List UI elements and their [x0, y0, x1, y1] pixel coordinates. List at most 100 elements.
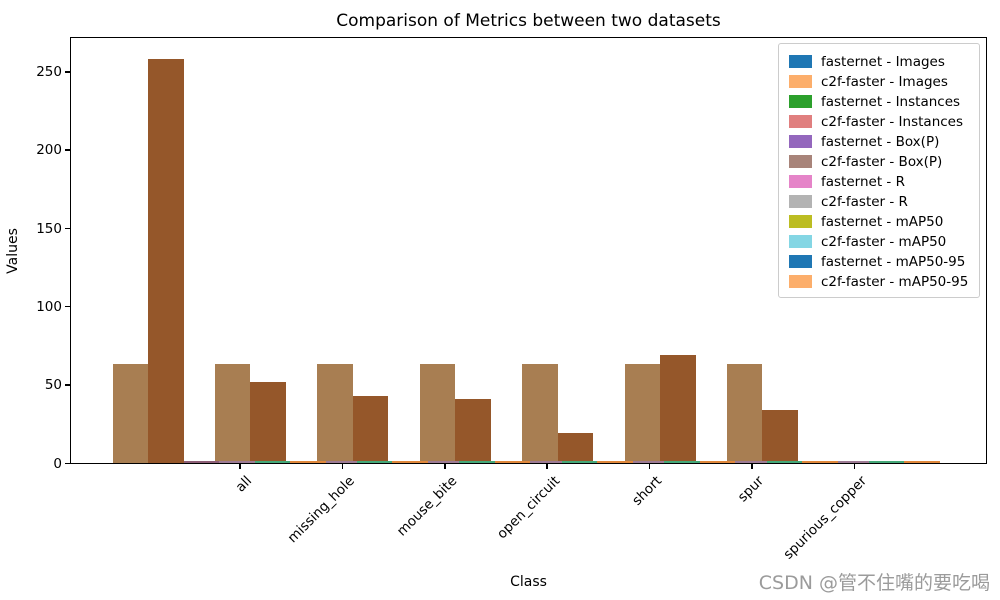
x-tick-label-all: all [233, 473, 256, 496]
bar-instances-open_circuit[interactable] [455, 398, 491, 463]
y-tick-label: 0 [53, 455, 62, 472]
chart-title: Comparison of Metrics between two datase… [336, 11, 721, 31]
bar-map50-spurious_copper[interactable] [868, 461, 905, 463]
legend: fasternet - Images c2f-faster - Images fas… [778, 43, 980, 298]
legend-item-label: c2f-faster - Box(P) [821, 153, 943, 170]
bar-images-mouse_bite[interactable] [317, 364, 353, 463]
legend-swatch-icon [789, 55, 812, 68]
legend-item-label: c2f-faster - R [821, 193, 908, 210]
legend-item-label: fasternet - R [821, 173, 905, 190]
legend-item-label: fasternet - mAP50-95 [821, 253, 966, 270]
x-tick-label-spur: spur [735, 473, 768, 506]
bar-map50-open_circuit[interactable] [561, 461, 598, 463]
legend-item-label: c2f-faster - Images [821, 73, 948, 90]
legend-swatch-icon [789, 115, 812, 128]
bar-instances-missing_hole[interactable] [250, 381, 286, 463]
bar-boxp-all[interactable] [183, 461, 219, 463]
bar-images-spur[interactable] [624, 364, 660, 463]
x-tick-label-spurious_copper: spurious_copper [780, 473, 870, 563]
watermark: CSDN @管不住嘴的要吃喝 [758, 572, 990, 594]
legend-item-label: fasternet - Box(P) [821, 133, 940, 150]
legend-swatch-icon [789, 95, 812, 108]
legend-item[interactable]: c2f-faster - Images [789, 72, 979, 91]
x-tick-label-mouse_bite: mouse_bite [393, 473, 461, 540]
legend-item[interactable]: c2f-faster - R [789, 192, 979, 211]
bar-r-spurious_copper[interactable] [833, 461, 869, 463]
y-tick [65, 149, 70, 151]
y-tick-label: 250 [36, 64, 62, 80]
bar-r-mouse_bite[interactable] [423, 461, 460, 463]
bar-images-spurious_copper[interactable] [726, 364, 763, 463]
legend-swatch-icon [789, 275, 812, 288]
legend-item-label: fasternet - Images [821, 53, 945, 70]
legend-swatch-icon [789, 235, 812, 248]
bar-map50-95-all[interactable] [290, 461, 326, 463]
bar-map50-short[interactable] [664, 461, 700, 463]
legend-swatch-icon [789, 195, 812, 208]
legend-item[interactable]: fasternet - mAP50 [789, 212, 979, 231]
bar-images-open_circuit[interactable] [419, 364, 456, 463]
bar-instances-spur[interactable] [660, 354, 696, 463]
y-tick [65, 227, 70, 230]
bar-instances-short[interactable] [557, 433, 594, 463]
y-tick [65, 71, 70, 73]
x-tick [341, 464, 344, 469]
legend-swatch-icon [789, 155, 812, 168]
bar-map50-95-open_circuit[interactable] [597, 461, 633, 463]
x-tick [648, 464, 651, 469]
bar-map50-95-mouse_bite[interactable] [494, 461, 531, 463]
bar-r-all[interactable] [219, 461, 255, 463]
x-tick [853, 464, 856, 469]
y-axis-label: Values [5, 228, 21, 274]
legend-swatch-icon [789, 175, 812, 188]
bar-map50-missing_hole[interactable] [356, 461, 393, 463]
x-tick [239, 464, 241, 469]
x-tick-label-open_circuit: open_circuit [493, 473, 563, 543]
legend-item-label: c2f-faster - mAP50-95 [821, 273, 969, 290]
bar-map50-95-missing_hole[interactable] [392, 461, 428, 463]
bar-r-open_circuit[interactable] [526, 461, 562, 463]
legend-item[interactable]: c2f-faster - Box(P) [789, 152, 979, 171]
legend-item-label: fasternet - Instances [821, 93, 961, 110]
legend-item[interactable]: fasternet - R [789, 172, 979, 191]
bar-images-missing_hole[interactable] [214, 364, 251, 463]
bar-map50-spur[interactable] [766, 461, 802, 463]
legend-item[interactable]: fasternet - Instances [789, 92, 979, 111]
bar-images-all[interactable] [112, 364, 148, 463]
bar-r-missing_hole[interactable] [321, 461, 357, 463]
bar-instances-spurious_copper[interactable] [762, 409, 798, 463]
legend-item[interactable]: fasternet - Images [789, 52, 979, 71]
y-tick-label: 200 [36, 142, 62, 159]
y-tick [65, 462, 70, 464]
bar-instances-mouse_bite[interactable] [352, 395, 389, 463]
bar-map50-95-spurious_copper[interactable] [904, 461, 940, 463]
x-tick [444, 464, 446, 469]
legend-swatch-icon [789, 135, 812, 148]
x-axis-label: Class [510, 574, 547, 590]
legend-item[interactable]: c2f-faster - mAP50 [789, 232, 979, 251]
bar-images-short[interactable] [522, 364, 558, 463]
bar-instances-all[interactable] [148, 58, 184, 463]
bar-map50-95-short[interactable] [699, 461, 736, 463]
legend-item[interactable]: c2f-faster - Instances [789, 112, 979, 131]
legend-swatch-icon [789, 75, 812, 88]
bar-r-short[interactable] [628, 461, 665, 463]
legend-item[interactable]: fasternet - mAP50-95 [789, 252, 979, 271]
x-tick [546, 464, 548, 469]
y-tick-label: 50 [44, 377, 62, 394]
bar-map50-95-spur[interactable] [802, 461, 838, 463]
x-tick [751, 464, 753, 469]
legend-swatch-icon [789, 215, 812, 228]
legend-item[interactable]: fasternet - Box(P) [789, 132, 979, 151]
y-tick [65, 305, 70, 308]
legend-swatch-icon [789, 255, 812, 268]
y-tick-label: 100 [36, 298, 62, 315]
y-tick [65, 384, 70, 386]
bar-r-spur[interactable] [731, 461, 767, 463]
x-tick-label-missing_hole: missing_hole [284, 473, 358, 547]
legend-item-label: c2f-faster - Instances [821, 113, 964, 130]
bar-map50-all[interactable] [254, 461, 290, 463]
legend-item[interactable]: c2f-faster - mAP50-95 [789, 272, 979, 291]
bar-map50-mouse_bite[interactable] [459, 461, 495, 463]
